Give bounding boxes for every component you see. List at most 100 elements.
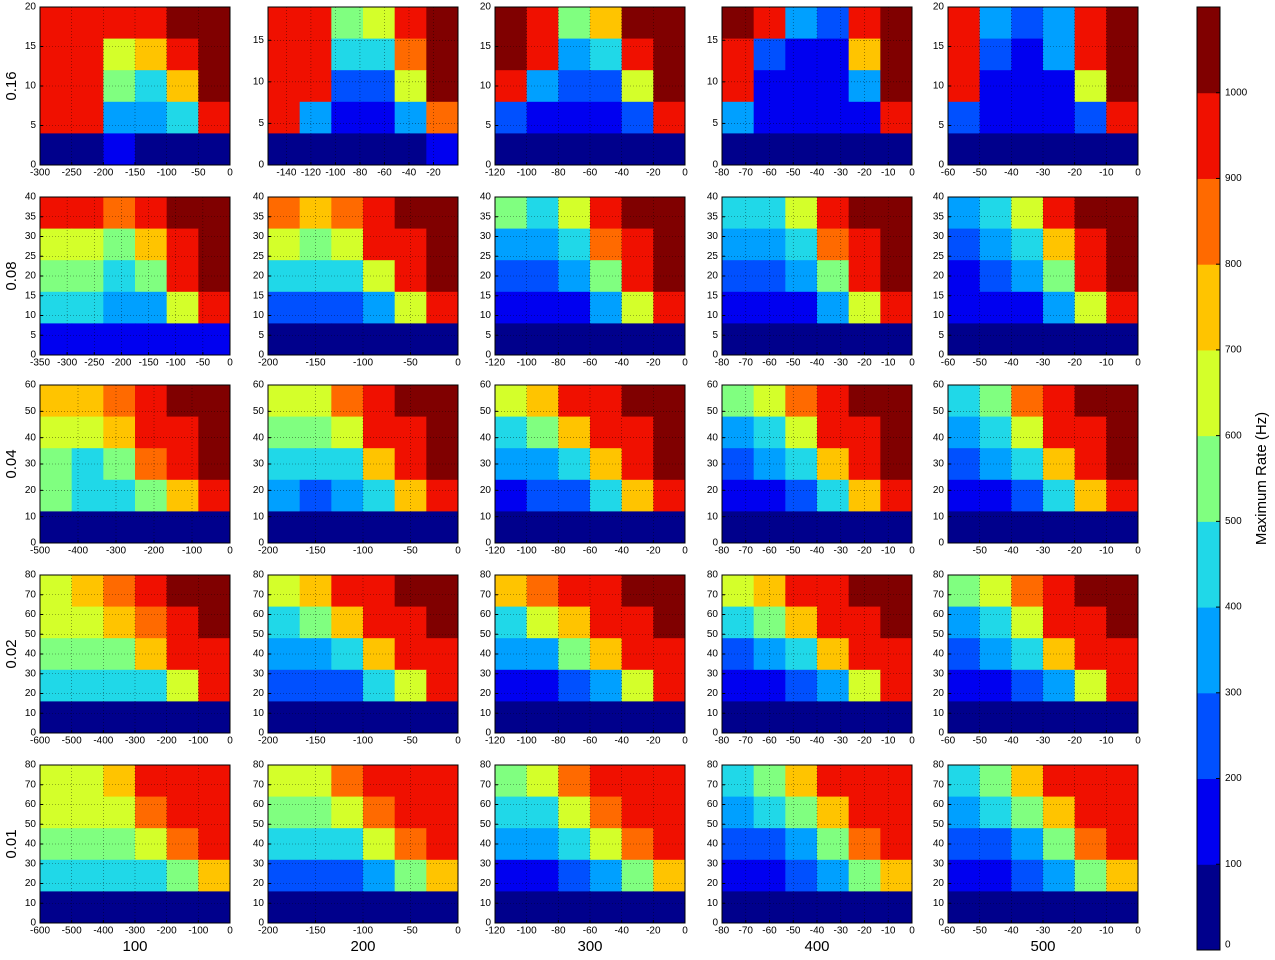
y-tick-label: 40 [933,649,945,660]
heat-cell [753,197,786,230]
row-label: 0.02 [3,639,20,668]
x-tick-label: 0 [1135,736,1141,747]
y-tick-label: 20 [707,271,719,282]
heat-cell [1074,101,1107,134]
y-tick-label: 30 [933,668,945,679]
heat-cell [268,796,301,829]
axes-frame [721,384,913,544]
y-tick-label: 20 [25,271,37,282]
x-tick-label: -50 [972,168,987,179]
heat-cell [880,291,913,324]
heat-cell [526,448,559,481]
x-tick-label: -50 [786,926,801,937]
x-tick-label: -50 [403,546,418,557]
heat-cell [426,323,459,356]
y-tick-label: 10 [707,76,719,87]
heat-cell [979,859,1012,892]
x-tick-label: -10 [881,358,896,369]
heat-cell [979,197,1012,230]
heat-cell [198,385,231,418]
heat-cell [526,101,559,134]
heat-cell [785,606,818,639]
heat-cell [785,416,818,449]
heat-cell [753,669,786,702]
heat-cell [103,891,136,924]
y-tick-label: 0 [30,160,36,171]
y-tick-label: 60 [707,799,719,810]
y-tick-label: 60 [480,609,492,620]
heat-cell [363,385,396,418]
heat-cell [621,828,654,861]
panel: -200 -150 -100 -50 0 0 5 10 15 20 25 30 35 40 [253,192,461,369]
heat-cell [785,323,818,356]
panel: -120 -100 -80 -60 -40 -20 0 0 10 20 30 40 50 60 70 80 [480,570,688,747]
y-tick-label: 20 [933,2,945,13]
heat-cell [1106,291,1139,324]
y-tick-label: 25 [707,251,719,262]
heat-cell [1043,891,1076,924]
heat-cell [394,385,427,418]
axes-frame [39,6,231,166]
heat-cell [299,38,332,71]
x-tick-label: -100 [157,168,177,179]
heat-cell [1074,7,1107,40]
heat-cell [1074,133,1107,166]
y-tick-label: 30 [480,668,492,679]
heat-cell [331,669,364,702]
x-tick-label: -50 [403,736,418,747]
x-tick-label: -60 [762,546,777,557]
panel: -80 -70 -60 -50 -40 -30 -20 -10 0 0 10 20 30 40 50 60 70… [707,760,915,955]
heat-cell [1043,765,1076,798]
axes-frame [947,384,1139,544]
x-tick-label: -70 [739,546,754,557]
heat-cell [394,859,427,892]
heat-cell [299,197,332,230]
x-tick-label: -200 [144,546,164,557]
heat-cell [71,133,104,166]
y-tick-label: 0 [485,350,491,361]
y-tick-label: 80 [480,760,492,771]
x-tick-label: 0 [455,546,461,557]
y-tick-label: 10 [253,310,265,321]
heat-cell [40,828,73,861]
heat-cell [331,859,364,892]
heat-cell [948,448,981,481]
heat-cell [135,575,168,608]
heat-cell [1074,228,1107,261]
x-tick-label: -100 [188,926,208,937]
axes-frame [721,574,913,734]
heat-cell [394,70,427,103]
heat-cell [558,575,591,608]
x-tick-label: -50 [786,546,801,557]
heat-cell [558,197,591,230]
heat-cell [1106,197,1139,230]
heat-cell [785,669,818,702]
y-tick-label: 30 [253,231,265,242]
heat-cell [948,765,981,798]
heat-cell [722,796,755,829]
heat-cell [495,796,528,829]
heat-cell [166,197,199,230]
heat-cell [331,133,364,166]
x-tick-label: -60 [762,168,777,179]
heat-cell [590,228,623,261]
heat-cell [979,38,1012,71]
x-tick-label: -10 [1099,358,1114,369]
heat-cell [426,796,459,829]
heat-cell [722,701,755,734]
x-tick-label: -500 [62,736,82,747]
y-tick-label: 15 [933,290,945,301]
x-tick-label: -20 [857,736,872,747]
heat-cell [590,669,623,702]
heat-cell [426,511,459,544]
heat-cell [1106,765,1139,798]
y-tick-label: 0 [485,160,491,171]
heat-cell [71,859,104,892]
heat-cell [1011,38,1044,71]
heat-cell [331,70,364,103]
y-tick-label: 80 [480,570,492,581]
y-tick-label: 60 [480,799,492,810]
heat-cell [40,765,73,798]
